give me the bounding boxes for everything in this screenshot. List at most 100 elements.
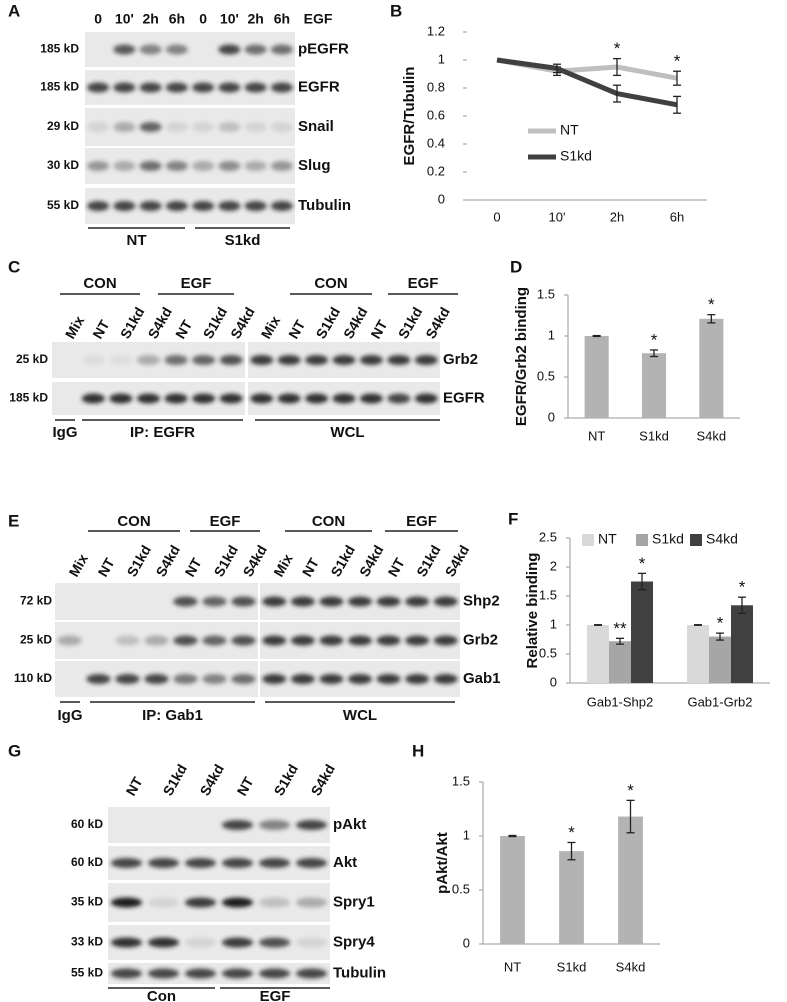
bar xyxy=(641,353,667,418)
band xyxy=(290,596,315,607)
band xyxy=(192,201,215,211)
lane-label: S1kd xyxy=(313,304,344,341)
group-footer: IP: EGFR xyxy=(130,424,195,441)
bar xyxy=(618,816,643,944)
band xyxy=(376,674,401,684)
group-header: EGF xyxy=(408,275,439,292)
band xyxy=(173,674,198,684)
y-tick-label: 0.5 xyxy=(452,881,470,896)
band xyxy=(221,858,254,868)
x-tick-label: 10' xyxy=(549,209,566,224)
group-header: EGF xyxy=(406,513,437,530)
legend-label: NT xyxy=(598,531,617,547)
band xyxy=(305,355,329,365)
protein-label: Shp2 xyxy=(463,592,500,609)
protein-label: Tubulin xyxy=(298,197,351,214)
band xyxy=(387,393,411,404)
error-bar xyxy=(716,632,724,641)
lane-label: NT xyxy=(285,317,308,342)
size-label: 29 kD xyxy=(47,119,79,133)
band xyxy=(244,82,267,93)
band xyxy=(113,44,136,55)
band xyxy=(305,393,329,404)
protein-label: pAkt xyxy=(333,816,366,833)
band xyxy=(405,596,430,607)
band xyxy=(319,635,344,646)
size-label: 35 kD xyxy=(71,895,103,909)
y-tick-label: 2 xyxy=(550,558,557,573)
band xyxy=(262,596,287,607)
error-bar xyxy=(638,572,646,591)
lane-label: S4kd xyxy=(340,304,371,341)
y-axis-label: pAkt/Akt xyxy=(434,832,451,894)
lane-label: 0 xyxy=(199,11,207,27)
line xyxy=(496,57,678,108)
bar xyxy=(559,851,584,944)
band xyxy=(270,122,293,132)
lane-label: S4kd xyxy=(356,542,387,579)
y-tick-label: 0.6 xyxy=(427,107,445,122)
y-tick-label: 1 xyxy=(463,827,470,842)
x-tick-label: NT xyxy=(504,959,521,974)
band xyxy=(277,355,301,365)
band xyxy=(165,161,188,171)
y-tick-label: 2.5 xyxy=(539,529,557,544)
band xyxy=(319,674,344,684)
band xyxy=(219,393,243,404)
band xyxy=(258,897,291,908)
band xyxy=(202,635,227,646)
band xyxy=(165,122,188,132)
band xyxy=(147,968,180,979)
band xyxy=(202,674,227,684)
lane-label: S1kd xyxy=(210,542,241,579)
legend-label: S4kd xyxy=(706,531,738,547)
lane-label: Mix xyxy=(62,313,88,341)
band xyxy=(218,161,241,171)
band xyxy=(231,596,256,607)
band xyxy=(376,635,401,646)
y-tick-label: 1.5 xyxy=(452,773,470,788)
y-tick-label: 0.2 xyxy=(427,163,445,178)
y-tick-label: 0 xyxy=(548,409,555,424)
size-label: 33 kD xyxy=(71,935,103,949)
treatment-label: EGF xyxy=(304,11,333,27)
size-label: 60 kD xyxy=(71,817,103,831)
y-tick-label: 1 xyxy=(548,327,555,342)
size-label: 55 kD xyxy=(71,966,103,980)
band xyxy=(184,968,217,979)
protein-label: Grb2 xyxy=(443,351,478,368)
band xyxy=(231,635,256,646)
panel-letter: G xyxy=(8,741,21,760)
lane-label: NT xyxy=(385,555,408,580)
group-footer: WCL xyxy=(330,424,364,441)
band xyxy=(218,44,241,55)
band xyxy=(405,635,430,646)
protein-label: Akt xyxy=(333,854,357,871)
y-tick-label: 0.4 xyxy=(427,135,445,150)
lane-label: NT xyxy=(367,317,390,342)
y-axis-label: EGFR/Grb2 binding xyxy=(513,287,530,426)
protein-label: EGFR xyxy=(443,389,485,406)
band xyxy=(109,355,133,365)
lane-label: NT xyxy=(89,317,112,342)
band xyxy=(147,858,180,868)
band xyxy=(221,937,254,948)
lane-label: 10' xyxy=(115,11,134,27)
band xyxy=(295,897,328,908)
error-bar xyxy=(613,84,621,103)
error-bar xyxy=(613,57,621,77)
error-bar xyxy=(626,799,635,834)
band xyxy=(87,161,110,171)
panel-letter: C xyxy=(8,257,20,276)
x-tick-label: S4kd xyxy=(616,959,646,974)
lane-label: S4kd xyxy=(144,304,175,341)
band xyxy=(81,393,105,404)
lane-label: S4kd xyxy=(422,304,453,341)
significance: ** xyxy=(613,619,627,638)
band xyxy=(110,937,143,948)
bar xyxy=(500,836,525,944)
band xyxy=(164,355,188,365)
band xyxy=(139,122,162,132)
error-bar xyxy=(650,349,658,358)
band xyxy=(115,674,140,684)
